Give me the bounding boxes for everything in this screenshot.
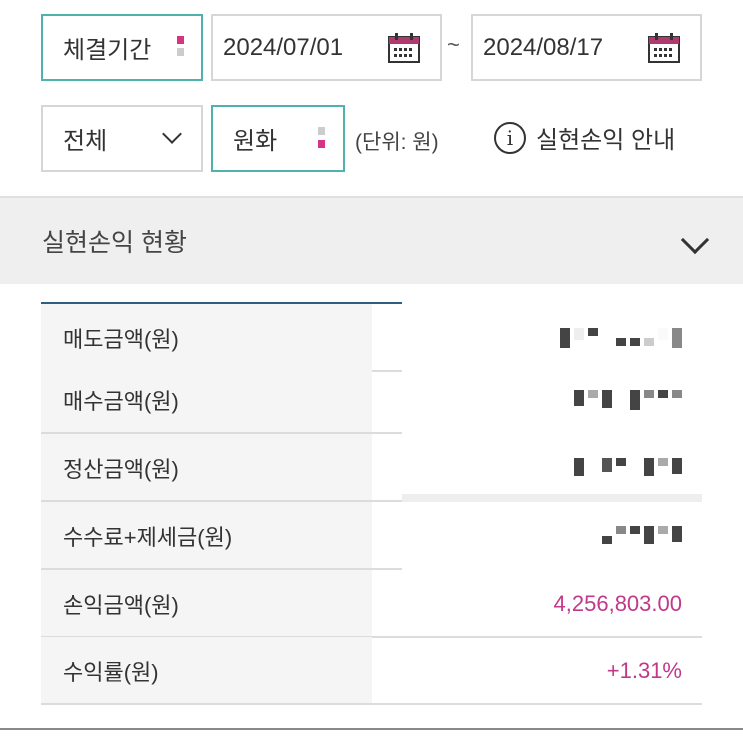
calendar-icon[interactable] [647,32,681,64]
row-label: 손익금액(원) [41,570,372,638]
unit-note: (단위: 원) [355,131,439,154]
currency-select[interactable]: 원화 [211,105,345,172]
section-title: 실현손익 현황 [42,229,187,257]
date-separator: ~ [447,32,460,57]
info-link-label: 실현손익 안내 [536,127,676,154]
masked-value [602,526,682,548]
calendar-icon[interactable] [387,32,421,64]
dropdown-dots-icon [318,127,325,135]
chevron-down-icon [162,124,182,144]
type-select[interactable]: 전체 [41,105,203,172]
end-date-field[interactable]: 2024/08/17 [471,14,702,81]
table-row: 손익금액(원) 4,256,803.00 [41,570,702,638]
masked-value [574,390,682,412]
row-divider [41,703,702,705]
pnl-amount-value: 4,256,803.00 [553,591,682,616]
dropdown-dots-icon [177,36,184,44]
type-select-value: 전체 [63,128,108,155]
return-rate-value: +1.31% [606,658,682,683]
scroll-separator [402,494,702,502]
info-icon: i [494,121,526,154]
row-divider [41,500,402,502]
period-label: 체결기간 [63,37,152,64]
row-label: 정산금액(원) [41,434,372,502]
table-row: 매수금액(원) [41,366,702,434]
table-row: 수익률(원) +1.31% [41,637,702,705]
table-row: 정산금액(원) [41,434,702,502]
start-date-value: 2024/07/01 [223,33,344,61]
realized-pnl-info-link[interactable]: i 실현손익 안내 [494,120,675,155]
masked-value [560,328,682,350]
row-label: 매수금액(원) [41,366,372,434]
dropdown-dots-icon-2 [177,48,184,56]
bottom-divider [0,728,743,730]
row-label: 수수료+제세금(원) [41,502,372,570]
row-label: 수익률(원) [41,637,372,705]
masked-value [574,458,682,480]
start-date-field[interactable]: 2024/07/01 [211,14,442,81]
section-header[interactable]: 실현손익 현황 [0,196,743,284]
dropdown-dots-icon-2 [318,140,325,148]
chevron-down-icon[interactable] [680,225,710,255]
currency-select-value: 원화 [233,128,278,155]
table-row: 수수료+제세금(원) [41,502,702,570]
row-divider [41,568,402,570]
period-select[interactable]: 체결기간 [41,14,203,81]
row-divider [41,432,402,434]
end-date-value: 2024/08/17 [483,33,604,61]
row-label: 매도금액(원) [41,304,372,372]
table-top-border [41,302,402,304]
table-row: 매도금액(원) [41,304,702,372]
